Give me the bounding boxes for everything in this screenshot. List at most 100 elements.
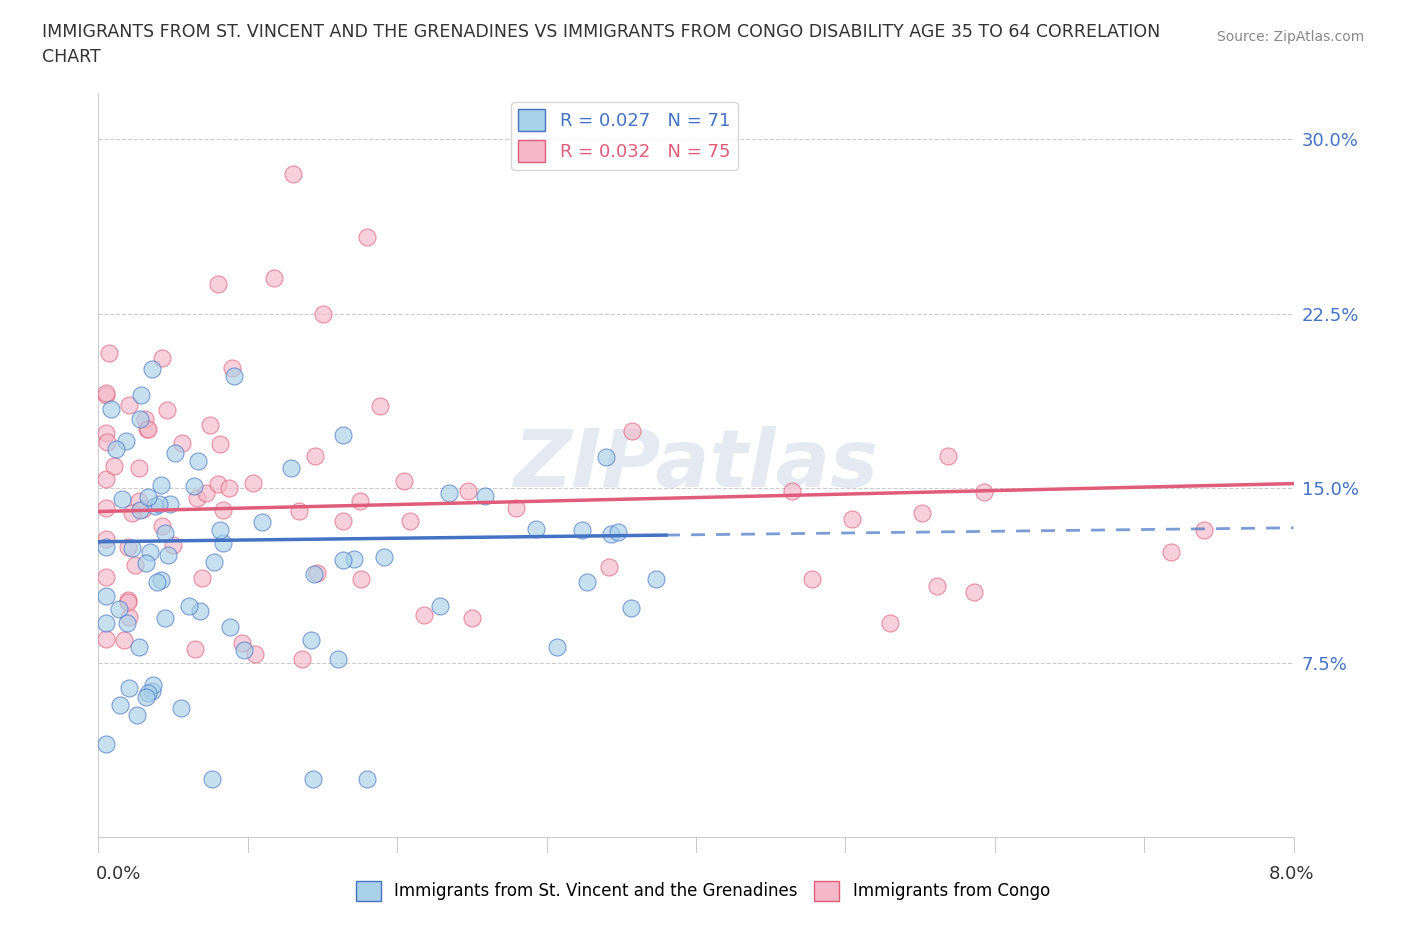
Point — [111, 491, 134, 506]
Point — [121, 506, 143, 521]
Point — [152, 351, 174, 365]
Point — [94, 737, 117, 751]
Point — [368, 398, 391, 413]
Point — [280, 460, 302, 475]
Point — [281, 167, 304, 182]
Point — [94, 425, 117, 440]
Text: 8.0%: 8.0% — [1270, 865, 1315, 883]
Point — [571, 523, 593, 538]
Point — [149, 478, 172, 493]
Point — [191, 571, 214, 586]
Point — [343, 551, 366, 566]
Point — [163, 445, 186, 460]
Point — [136, 489, 159, 504]
Point — [141, 684, 163, 698]
Point — [524, 522, 547, 537]
Point — [136, 685, 159, 700]
Point — [103, 459, 125, 474]
Point — [242, 475, 264, 490]
Point — [94, 388, 117, 403]
Point — [394, 473, 416, 488]
Point — [311, 307, 333, 322]
Point — [118, 681, 141, 696]
Point — [208, 523, 231, 538]
Point — [170, 435, 193, 450]
Point — [188, 604, 211, 618]
Point — [413, 607, 436, 622]
Legend: Immigrants from St. Vincent and the Grenadines, Immigrants from Congo: Immigrants from St. Vincent and the Gren… — [349, 874, 1057, 908]
Point — [218, 619, 240, 634]
Point — [117, 592, 139, 607]
Point — [135, 689, 157, 704]
Point — [183, 479, 205, 494]
Point — [156, 402, 179, 417]
Point — [328, 652, 350, 667]
Point — [108, 602, 131, 617]
Point — [153, 525, 176, 540]
Point — [250, 514, 273, 529]
Point — [94, 472, 117, 486]
Point — [132, 501, 155, 516]
Point — [207, 276, 229, 291]
Point — [780, 484, 803, 498]
Point — [302, 566, 325, 581]
Point — [461, 610, 484, 625]
Point — [645, 572, 668, 587]
Point — [305, 565, 328, 580]
Point — [134, 412, 156, 427]
Point — [224, 369, 246, 384]
Point — [100, 402, 122, 417]
Point — [373, 550, 395, 565]
Point — [128, 461, 150, 476]
Point — [288, 504, 311, 519]
Point — [159, 497, 181, 512]
Point — [599, 526, 621, 541]
Point — [94, 531, 117, 546]
Point — [607, 525, 630, 540]
Point — [94, 539, 117, 554]
Point — [115, 434, 138, 449]
Point — [170, 700, 193, 715]
Point — [911, 506, 934, 521]
Point — [457, 484, 479, 498]
Point — [128, 503, 150, 518]
Point — [208, 437, 231, 452]
Point — [299, 632, 322, 647]
Point — [936, 448, 959, 463]
Point — [108, 698, 131, 712]
Point — [332, 513, 354, 528]
Point — [332, 428, 354, 443]
Point — [139, 545, 162, 560]
Point — [145, 575, 167, 590]
Point — [136, 422, 159, 437]
Point — [218, 481, 240, 496]
Point — [94, 616, 117, 631]
Point — [124, 558, 146, 573]
Point — [105, 442, 128, 457]
Point — [118, 398, 141, 413]
Point — [211, 536, 233, 551]
Point — [801, 571, 824, 586]
Point — [131, 387, 153, 402]
Point — [221, 361, 243, 376]
Point — [398, 514, 420, 529]
Point — [94, 632, 117, 647]
Point — [263, 271, 285, 286]
Point — [94, 589, 117, 604]
Point — [233, 642, 256, 657]
Point — [546, 639, 568, 654]
Point — [349, 494, 371, 509]
Point — [184, 642, 207, 657]
Point — [201, 772, 224, 787]
Point — [620, 601, 643, 616]
Point — [136, 422, 159, 437]
Point — [332, 552, 354, 567]
Point — [437, 485, 460, 500]
Point — [620, 424, 643, 439]
Point — [141, 362, 163, 377]
Point — [94, 570, 117, 585]
Text: ZIPatlas: ZIPatlas — [513, 426, 879, 504]
Point — [1192, 523, 1215, 538]
Point — [148, 497, 170, 512]
Point — [304, 448, 326, 463]
